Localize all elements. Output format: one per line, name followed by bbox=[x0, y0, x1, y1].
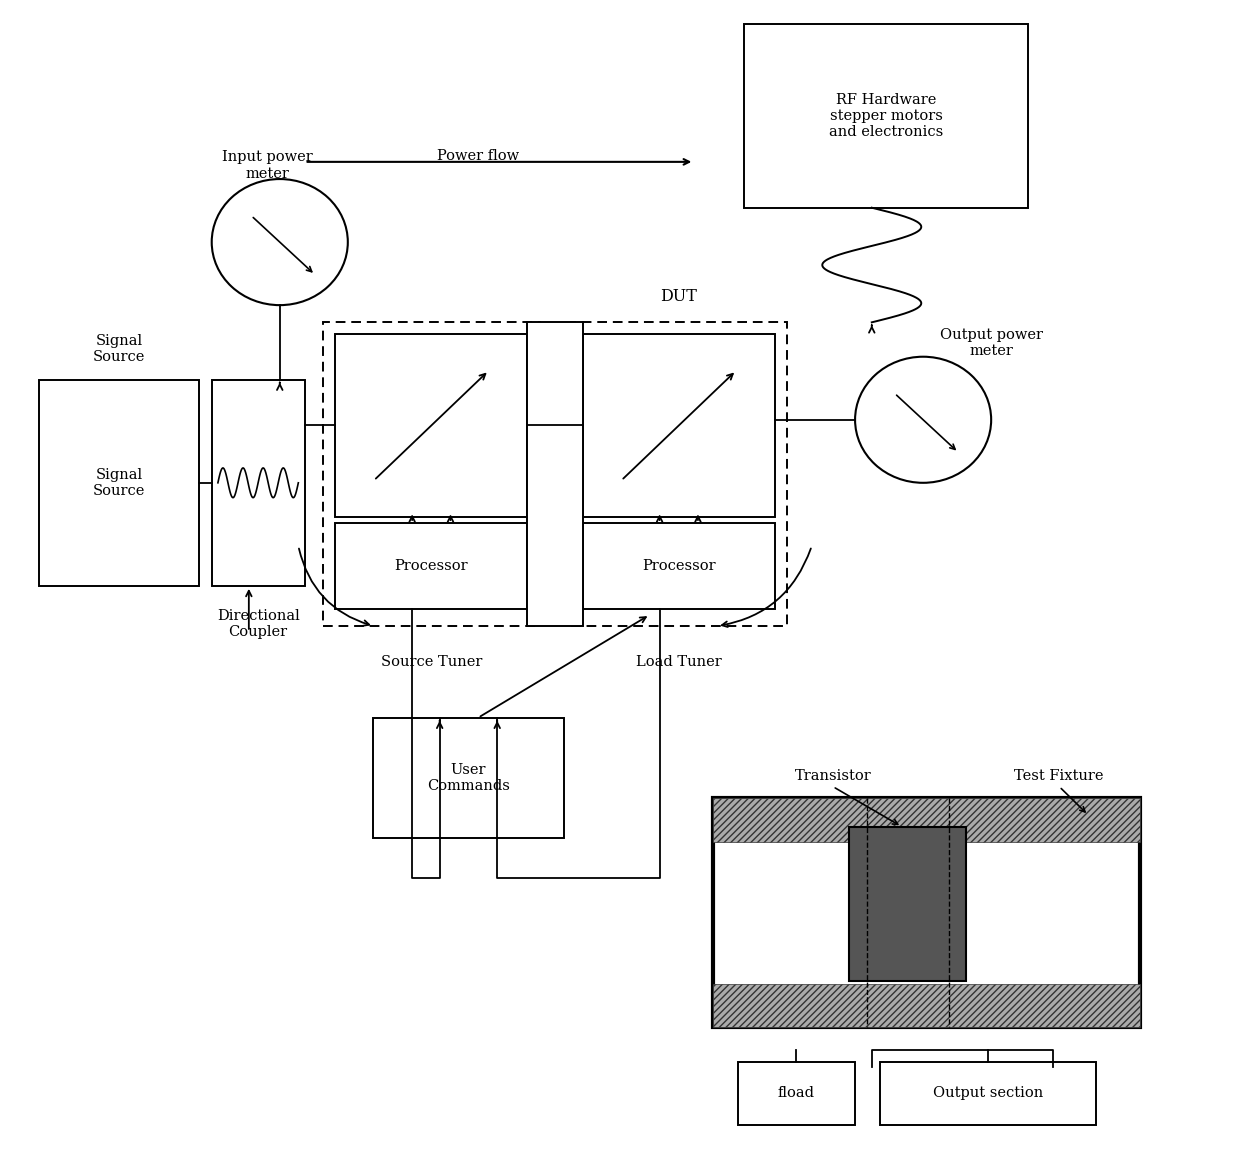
Text: Processor: Processor bbox=[394, 558, 469, 573]
FancyBboxPatch shape bbox=[336, 334, 527, 517]
FancyBboxPatch shape bbox=[849, 826, 966, 981]
FancyBboxPatch shape bbox=[744, 24, 1028, 208]
Text: Signal
Source: Signal Source bbox=[93, 334, 145, 364]
Text: User
Commands: User Commands bbox=[427, 763, 510, 793]
Text: Test Fixture: Test Fixture bbox=[1014, 770, 1104, 784]
FancyBboxPatch shape bbox=[713, 984, 1140, 1027]
Text: Signal
Source: Signal Source bbox=[93, 468, 145, 498]
FancyBboxPatch shape bbox=[583, 334, 775, 517]
FancyBboxPatch shape bbox=[738, 1062, 856, 1125]
Text: fload: fload bbox=[777, 1086, 815, 1100]
Text: Directional
Coupler: Directional Coupler bbox=[217, 609, 300, 639]
FancyBboxPatch shape bbox=[713, 799, 1140, 841]
FancyBboxPatch shape bbox=[880, 1062, 1096, 1125]
Text: RF Hardware
stepper motors
and electronics: RF Hardware stepper motors and electroni… bbox=[828, 93, 944, 139]
Text: Processor: Processor bbox=[642, 558, 715, 573]
Text: Output section: Output section bbox=[932, 1086, 1043, 1100]
Text: Input power
meter: Input power meter bbox=[222, 151, 312, 180]
FancyBboxPatch shape bbox=[527, 323, 583, 626]
FancyBboxPatch shape bbox=[583, 523, 775, 609]
FancyBboxPatch shape bbox=[212, 379, 305, 586]
FancyBboxPatch shape bbox=[38, 379, 200, 586]
Text: DUT: DUT bbox=[661, 288, 697, 306]
FancyBboxPatch shape bbox=[713, 799, 1140, 1027]
Text: Power flow: Power flow bbox=[436, 149, 518, 163]
Text: Output power
meter: Output power meter bbox=[940, 329, 1043, 358]
FancyBboxPatch shape bbox=[372, 718, 564, 838]
Text: Load Tuner: Load Tuner bbox=[636, 655, 722, 669]
Text: Transistor: Transistor bbox=[795, 770, 872, 784]
Text: Source Tuner: Source Tuner bbox=[381, 655, 482, 669]
FancyBboxPatch shape bbox=[336, 523, 527, 609]
